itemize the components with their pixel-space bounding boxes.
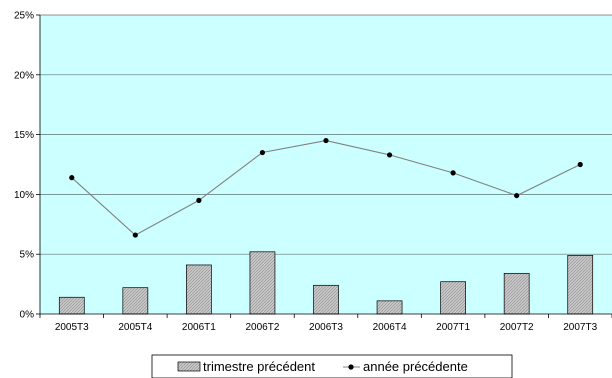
bar-2006T4 xyxy=(376,300,403,315)
x-tick-label: 2006T1 xyxy=(182,322,216,333)
legend-label-annee: année précédente xyxy=(363,359,468,374)
x-tick-label: 2007T1 xyxy=(436,322,470,333)
y-tick-label: 20% xyxy=(14,70,34,81)
x-axis: 2005T3 2005T4 2006T1 2006T2 2006T3 2006T4 2007… xyxy=(39,313,612,333)
bar-2007T3 xyxy=(567,255,594,315)
line-series-annee xyxy=(69,137,583,238)
point-2007T1 xyxy=(450,170,456,176)
y-tick-label: 5% xyxy=(20,250,35,261)
y-tick-label: 0% xyxy=(20,310,35,321)
bar-2005T3 xyxy=(58,296,85,315)
point-2005T3 xyxy=(69,175,75,181)
x-tick-label: 2006T4 xyxy=(373,322,407,333)
y-axis: 0% 5% 10% 15% 20% 25% xyxy=(14,11,41,321)
bar-2007T1 xyxy=(440,281,466,315)
legend-swatch-bar xyxy=(177,361,201,372)
point-2006T4 xyxy=(386,152,393,158)
x-tick-label: 2005T3 xyxy=(55,322,89,333)
bar-2006T2 xyxy=(249,251,276,315)
point-2006T3 xyxy=(323,137,329,144)
bar-2006T3 xyxy=(313,284,339,315)
point-2006T2 xyxy=(259,149,266,156)
legend-swatch-marker xyxy=(348,364,354,370)
x-tick-label: 2006T2 xyxy=(245,322,279,333)
x-tick-label: 2007T2 xyxy=(500,322,534,333)
legend-box xyxy=(151,354,513,378)
point-2006T1 xyxy=(196,197,202,203)
point-2007T2 xyxy=(514,192,520,199)
x-tick-label: 2005T4 xyxy=(118,322,152,333)
point-2007T3 xyxy=(577,161,583,168)
y-tick-label: 25% xyxy=(14,11,34,22)
bar-2005T4 xyxy=(122,287,149,315)
x-tick-label: 2006T3 xyxy=(309,322,343,333)
plot-area xyxy=(40,15,612,314)
legend: trimestre précédent année précédente xyxy=(151,354,513,378)
bar-series-trimestre xyxy=(58,251,594,315)
y-tick-label: 10% xyxy=(14,190,34,201)
point-2005T4 xyxy=(132,232,138,238)
legend-label-trimestre: trimestre précédent xyxy=(203,359,315,374)
bar-2006T1 xyxy=(186,264,212,315)
y-tick-label: 15% xyxy=(14,130,34,141)
x-tick-label: 2007T3 xyxy=(563,322,597,333)
bar-2007T2 xyxy=(503,272,530,315)
